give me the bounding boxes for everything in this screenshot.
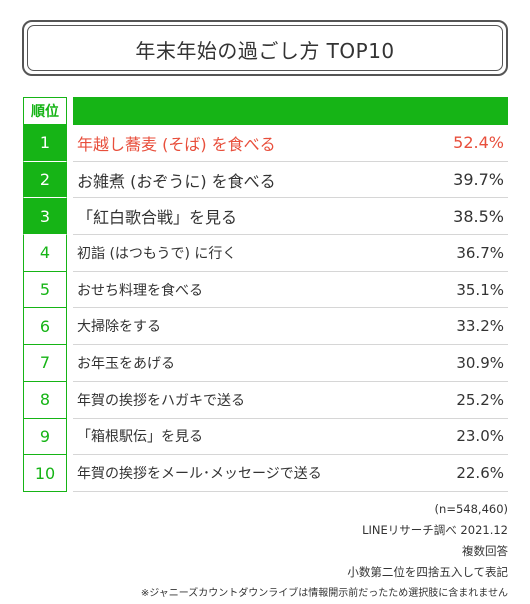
footnotes: (n=548,460) LINEリサーチ調べ 2021.12 複数回答 小数第二… xyxy=(141,499,508,604)
rank-number: 8 xyxy=(23,381,67,419)
percentage-value: 23.0% xyxy=(456,427,504,446)
rank-number: 10 xyxy=(23,455,67,492)
table-row: 3 「紅白歌合戦」を見る 38.5% xyxy=(23,198,508,236)
multiple-answer-note: 複数回答 xyxy=(462,544,508,558)
percentage-value: 52.4% xyxy=(453,133,504,153)
rank-number: 6 xyxy=(23,308,67,346)
table-row: 9 「箱根駅伝」を見る 23.0% xyxy=(23,418,508,456)
activity-label: 年賀の挨拶をハガキで送る xyxy=(77,392,245,409)
activity-label: 年賀の挨拶をメール･メッセージで送る xyxy=(77,466,322,483)
row-body: 年賀の挨拶をメール･メッセージで送る 22.6% xyxy=(73,455,508,492)
percentage-value: 38.5% xyxy=(453,206,504,226)
rank-number: 2 xyxy=(23,161,67,199)
row-body: おせち料理を食べる 35.1% xyxy=(73,272,508,309)
row-body: お雑煮 (おぞうに) を食べる 39.7% xyxy=(73,162,508,199)
row-body: お年玉をあげる 30.9% xyxy=(73,345,508,382)
disclaimer-note: ※ジャニーズカウントダウンライブは情報開示前だったため選択肢に含まれません xyxy=(140,588,508,599)
rank-column-header: 順位 xyxy=(23,97,67,125)
activity-label: 年越し蕎麦 (そば) を食べる xyxy=(77,134,276,154)
row-body: 年賀の挨拶をハガキで送る 25.2% xyxy=(73,382,508,419)
sample-size-note: (n=548,460) xyxy=(434,502,508,516)
chart-title: 年末年始の過ごし方 TOP10 xyxy=(135,39,395,63)
rank-number: 4 xyxy=(23,235,67,272)
rounding-note: 小数第二位を四捨五入して表記 xyxy=(347,565,508,579)
row-body: 「箱根駅伝」を見る 23.0% xyxy=(73,419,508,456)
activity-label: お雑煮 (おぞうに) を食べる xyxy=(77,171,276,191)
activity-label: 「箱根駅伝」を見る xyxy=(77,429,203,446)
ranking-rows: 1 年越し蕎麦 (そば) を食べる 52.4% 2 お雑煮 (おぞうに) を食べる 39.… xyxy=(23,125,508,492)
percentage-value: 36.7% xyxy=(456,243,504,262)
activity-label: 大掃除をする xyxy=(77,319,161,336)
percentage-value: 25.2% xyxy=(456,390,504,409)
table-row: 5 おせち料理を食べる 35.1% xyxy=(23,271,508,309)
percentage-value: 39.7% xyxy=(453,170,504,190)
row-body: 年越し蕎麦 (そば) を食べる 52.4% xyxy=(73,125,508,162)
ranking-header-row: 順位 xyxy=(23,97,508,125)
header-bar xyxy=(73,97,508,125)
table-row: 4 初詣 (はつもうで) に行く 36.7% xyxy=(23,235,508,272)
activity-label: おせち料理を食べる xyxy=(77,282,203,299)
table-row: 6 大掃除をする 33.2% xyxy=(23,308,508,346)
rank-number: 5 xyxy=(23,271,67,309)
percentage-value: 35.1% xyxy=(456,280,504,299)
table-row: 2 お雑煮 (おぞうに) を食べる 39.7% xyxy=(23,161,508,199)
title-box: 年末年始の過ごし方 TOP10 xyxy=(22,20,508,76)
activity-label: 「紅白歌合戦」を見る xyxy=(77,208,238,228)
table-row: 10 年賀の挨拶をメール･メッセージで送る 22.6% xyxy=(23,455,508,492)
percentage-value: 30.9% xyxy=(456,353,504,372)
rank-number: 1 xyxy=(23,125,67,162)
table-row: 7 お年玉をあげる 30.9% xyxy=(23,345,508,382)
rank-number: 3 xyxy=(23,198,67,236)
source-note: LINEリサーチ調べ 2021.12 xyxy=(362,523,508,537)
row-body: 初詣 (はつもうで) に行く 36.7% xyxy=(73,235,508,272)
percentage-value: 22.6% xyxy=(456,464,504,483)
row-body: 「紅白歌合戦」を見る 38.5% xyxy=(73,198,508,236)
rank-number: 9 xyxy=(23,418,67,456)
table-row: 1 年越し蕎麦 (そば) を食べる 52.4% xyxy=(23,125,508,162)
ranking-table: 順位 1 年越し蕎麦 (そば) を食べる 52.4% 2 お雑煮 (おぞうに) を食べる… xyxy=(23,97,508,492)
activity-label: お年玉をあげる xyxy=(77,355,175,372)
row-body: 大掃除をする 33.2% xyxy=(73,308,508,346)
table-row: 8 年賀の挨拶をハガキで送る 25.2% xyxy=(23,381,508,419)
percentage-value: 33.2% xyxy=(456,317,504,336)
activity-label: 初詣 (はつもうで) に行く xyxy=(77,245,237,262)
rank-number: 7 xyxy=(23,345,67,382)
